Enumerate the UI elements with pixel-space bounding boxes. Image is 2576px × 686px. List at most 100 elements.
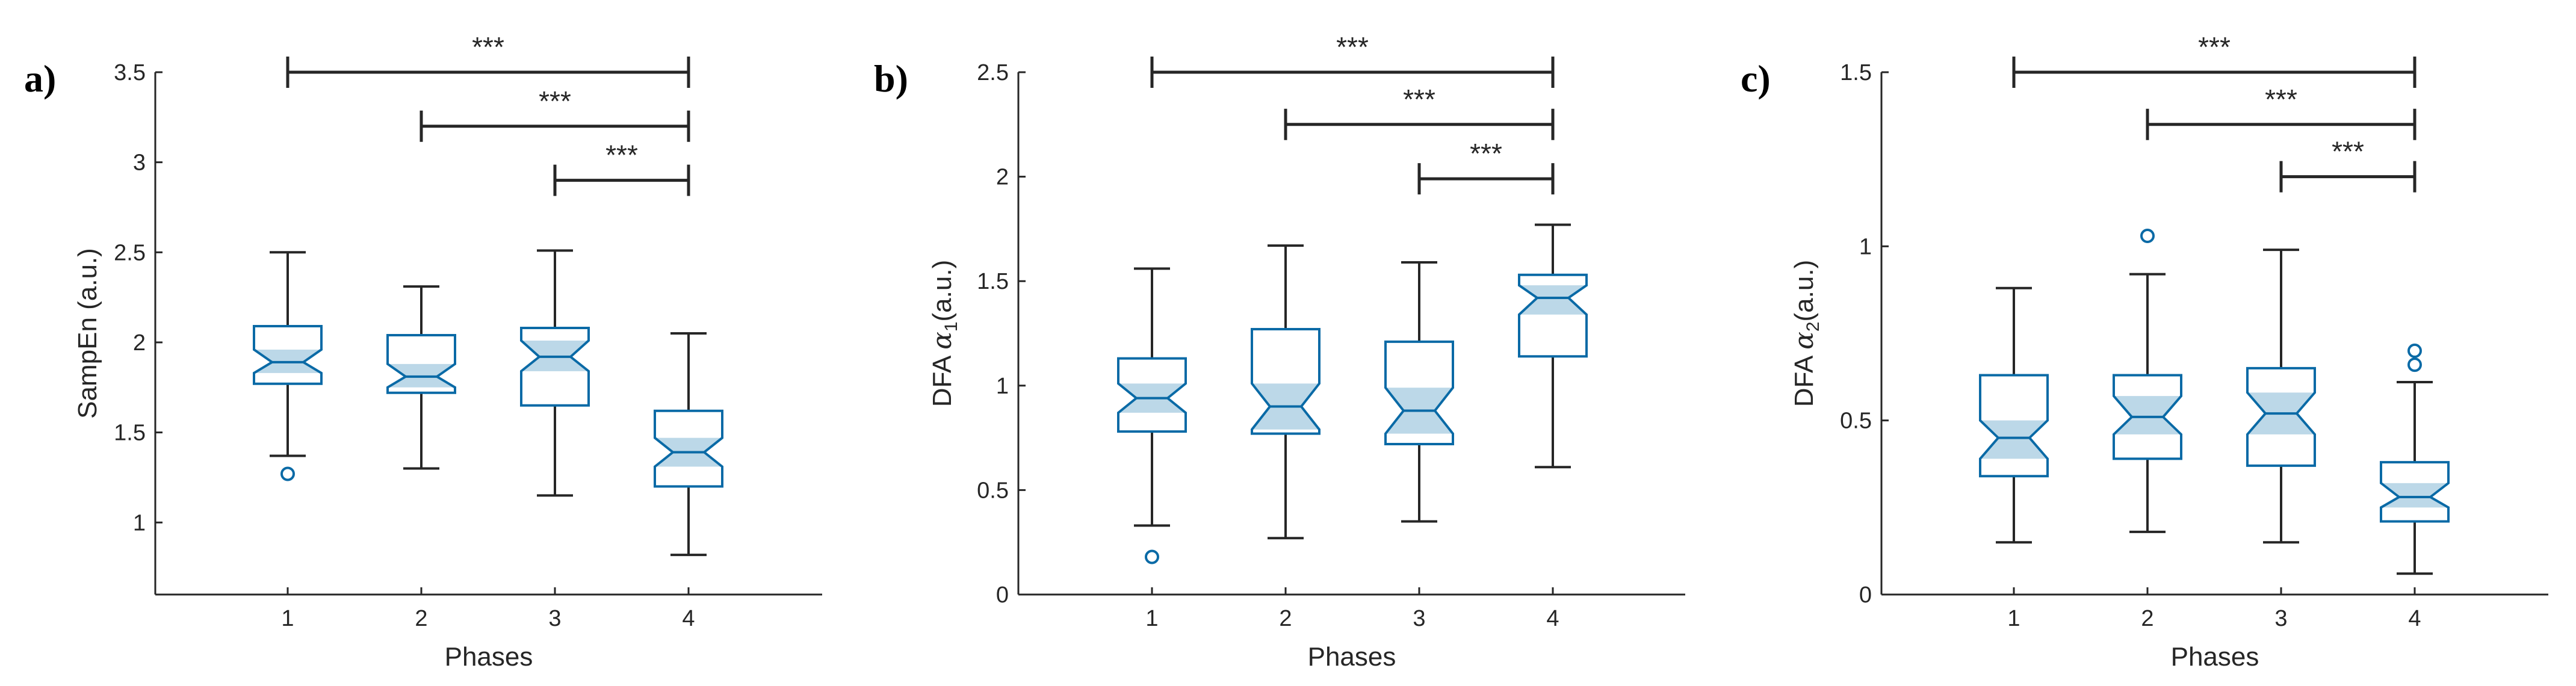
box-phase-3 — [1384, 261, 1454, 523]
outlier-point — [2407, 357, 2422, 372]
box-outline — [2113, 374, 2182, 460]
y-axis-label: SampEn (a.u.) — [73, 248, 102, 419]
y-tick-label: 0.5 — [1840, 409, 1872, 434]
box-outline — [1384, 340, 1454, 446]
box-outline — [1518, 273, 1588, 358]
y-axis-label: DFA α1(a.u.) — [927, 260, 961, 407]
y-tick-label: 1.5 — [1840, 60, 1872, 85]
y-axis-label-main: DFA — [927, 350, 957, 407]
box-outline — [1251, 328, 1321, 435]
x-tick-label: 1 — [1145, 606, 1158, 631]
y-axis-label-main: DFA — [1789, 350, 1819, 407]
box-phase-4 — [654, 332, 723, 557]
y-tick-label: 1.5 — [114, 421, 146, 446]
y-tick-label: 1.5 — [977, 269, 1009, 294]
y-tick-label: 1 — [133, 510, 146, 536]
y-axis-label-unit: (a.u.) — [1789, 260, 1819, 322]
y-tick-label: 0 — [996, 582, 1009, 608]
box-phase-1 — [1117, 267, 1187, 564]
significance-label: *** — [1336, 31, 1369, 63]
box-phase-3 — [520, 249, 590, 497]
x-tick-label: 4 — [682, 606, 695, 631]
y-tick-label: 0.5 — [977, 478, 1009, 503]
y-axis-label-subscript: 2 — [1803, 321, 1823, 332]
significance-label: *** — [2332, 136, 2364, 167]
box-outline — [1117, 357, 1187, 433]
significance-label: *** — [1403, 84, 1435, 115]
x-axis-label: Phases — [1308, 642, 1396, 672]
y-tick-label: 1 — [996, 374, 1009, 399]
notch-region — [2114, 396, 2181, 434]
x-tick-label: 4 — [1546, 606, 1559, 631]
significance-label: *** — [2198, 31, 2231, 63]
box-phase-3 — [2246, 249, 2316, 544]
significance-label: *** — [2265, 84, 2297, 115]
x-tick-label: 3 — [548, 606, 561, 631]
outlier-point — [2407, 343, 2422, 358]
significance-bracket: *** — [1284, 84, 1555, 140]
significance-bracket: *** — [2279, 136, 2417, 193]
y-tick-label: 1 — [1859, 234, 1872, 259]
y-axis-label-symbol: α — [1789, 332, 1819, 350]
y-tick-label: 2 — [133, 330, 146, 356]
box-phase-2 — [1251, 244, 1321, 540]
x-tick-label: 3 — [1413, 606, 1425, 631]
y-tick-label: 2.5 — [977, 60, 1009, 85]
box-outline — [253, 325, 323, 385]
x-tick-label: 2 — [415, 606, 427, 631]
significance-label: *** — [605, 140, 638, 171]
box-phase-1 — [1979, 286, 2049, 544]
box-outline — [2246, 366, 2316, 467]
panel-label: a) — [24, 57, 56, 100]
x-tick-label: 1 — [281, 606, 294, 631]
box-phase-2 — [386, 285, 456, 470]
significance-bracket: *** — [2012, 31, 2417, 88]
y-axis-label-subscript: 1 — [941, 321, 961, 332]
significance-bracket: *** — [553, 140, 690, 196]
panel-label: c) — [1741, 57, 1771, 100]
y-tick-label: 3 — [133, 150, 146, 176]
y-axis-label-unit: (a.u.) — [927, 260, 957, 322]
notch-region — [2381, 483, 2448, 508]
box-outline — [2380, 461, 2450, 523]
x-tick-label: 3 — [2274, 606, 2287, 631]
panel-label: b) — [874, 57, 908, 100]
box-phase-1 — [253, 251, 323, 481]
box-outline — [386, 333, 456, 394]
box-outline — [1979, 374, 2049, 478]
significance-bracket: *** — [2146, 84, 2417, 140]
y-tick-label: 3.5 — [114, 60, 146, 85]
x-tick-label: 1 — [2007, 606, 2020, 631]
significance-label: *** — [539, 85, 571, 117]
significance-bracket: *** — [1150, 31, 1555, 88]
box-outline — [654, 409, 723, 488]
x-tick-label: 4 — [2408, 606, 2421, 631]
significance-label: *** — [472, 31, 504, 63]
significance-bracket: *** — [1417, 138, 1555, 195]
outlier-point — [280, 466, 295, 481]
box-outline — [520, 327, 590, 407]
notch-region — [1519, 285, 1587, 315]
outlier-point — [1145, 549, 1159, 564]
significance-bracket: *** — [420, 85, 690, 142]
x-axis-label: Phases — [445, 642, 533, 672]
y-axis-label-symbol: α — [927, 332, 958, 350]
y-tick-label: 2.5 — [114, 240, 146, 265]
outlier-point — [2140, 228, 2155, 243]
y-axis-label: DFA α2(a.u.) — [1789, 260, 1823, 407]
significance-bracket: *** — [286, 31, 690, 88]
y-tick-label: 2 — [996, 165, 1009, 190]
box-phase-4 — [2380, 343, 2450, 575]
notch-region — [1980, 420, 2048, 459]
x-tick-label: 2 — [1279, 606, 1292, 631]
significance-label: *** — [1470, 138, 1502, 169]
box-phase-2 — [2113, 228, 2182, 533]
panel-1: a) 1 1.5 2 2.5 3 3.5 1 2 3 4 Phases SampEn (a.u.) ***… — [24, 31, 822, 672]
y-tick-label: 0 — [1859, 582, 1872, 608]
x-tick-label: 2 — [2141, 606, 2153, 631]
x-axis-label: Phases — [2171, 642, 2259, 672]
box-phase-4 — [1518, 223, 1588, 469]
